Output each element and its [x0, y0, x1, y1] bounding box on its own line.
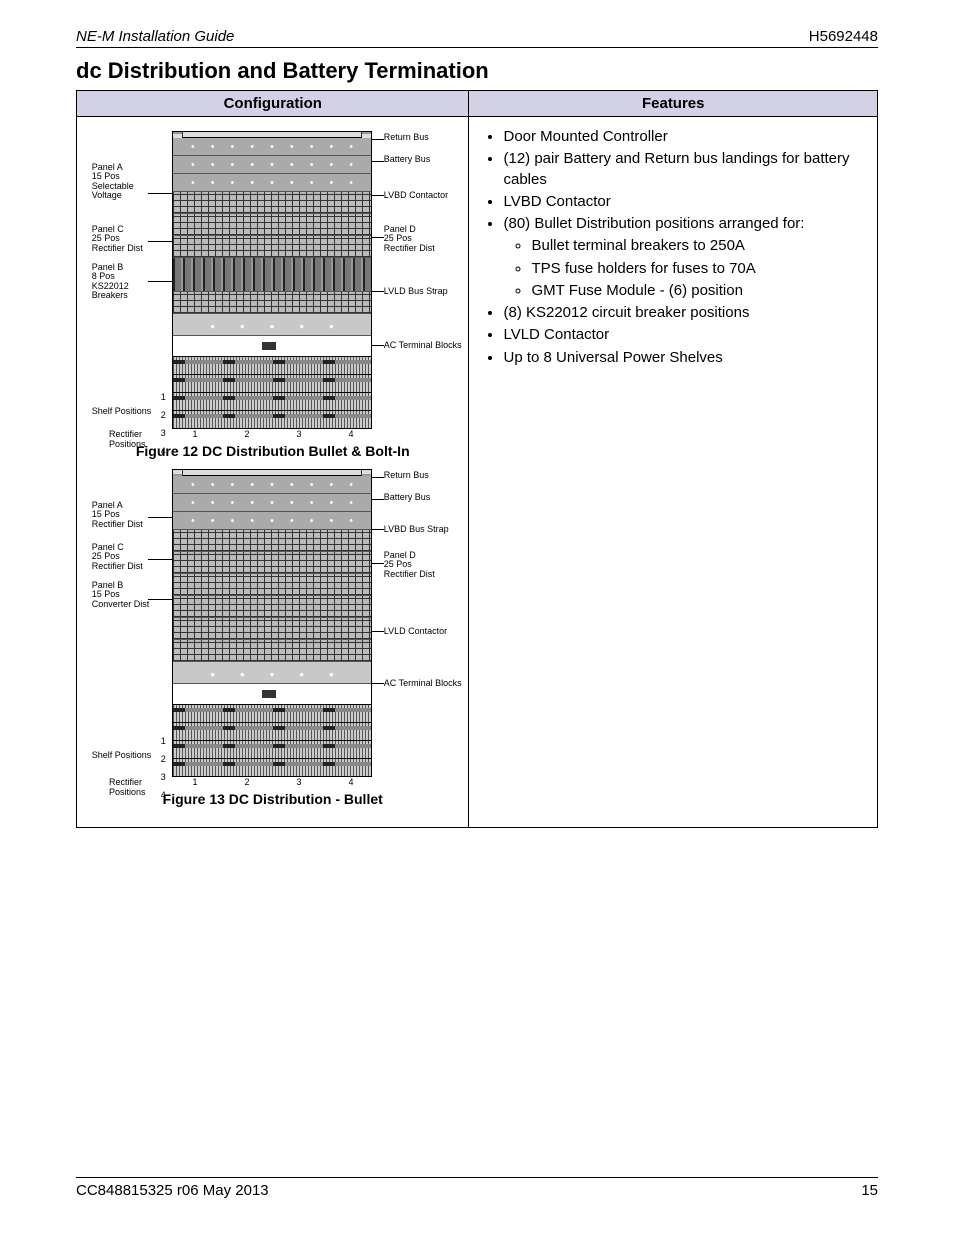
- figure-12: Panel A 15 Pos Selectable Voltage Panel …: [89, 131, 456, 459]
- callout-panel-b-2: Panel B 15 Pos Converter Dist: [92, 581, 150, 609]
- feature-subitem: GMT Fuse Module - (6) position: [531, 281, 865, 301]
- features-list: Door Mounted Controller (12) pair Batter…: [481, 127, 865, 368]
- cabinet-drawing-2: [172, 469, 372, 777]
- config-cell: Panel A 15 Pos Selectable Voltage Panel …: [77, 117, 469, 828]
- feature-item: (8) KS22012 circuit breaker positions: [503, 303, 865, 323]
- callout-lvld: LVLD Bus Strap: [384, 287, 448, 296]
- col-header-config: Configuration: [77, 91, 469, 117]
- figure-13-diagram: Panel A 15 Pos Rectifier Dist Panel C 25…: [92, 469, 454, 777]
- section-title: dc Distribution and Battery Termination: [76, 58, 878, 84]
- config-features-table: Configuration Features Panel A 15 Pos Se…: [76, 90, 878, 828]
- feature-item: Door Mounted Controller: [503, 127, 865, 147]
- figure-12-diagram: Panel A 15 Pos Selectable Voltage Panel …: [92, 131, 454, 429]
- shelf-num-2: 2: [156, 411, 166, 420]
- shelf-num-1b: 1: [156, 737, 166, 746]
- doc-title: NE-M Installation Guide: [76, 28, 234, 45]
- feature-subitem: Bullet terminal breakers to 250A: [531, 236, 865, 256]
- doc-number: H5692448: [809, 28, 878, 45]
- callout-ac-terminal-2: AC Terminal Blocks: [384, 679, 462, 688]
- callout-panel-b: Panel B 8 Pos KS22012 Breakers: [92, 263, 129, 301]
- callout-panel-c-2: Panel C 25 Pos Rectifier Dist: [92, 543, 143, 571]
- feature-item: (80) Bullet Distribution positions arran…: [503, 214, 865, 301]
- callout-lvbd-strap: LVBD Bus Strap: [384, 525, 449, 534]
- col-header-features: Features: [469, 91, 878, 117]
- shelf-num-2b: 2: [156, 755, 166, 764]
- callout-battery-bus-2: Battery Bus: [384, 493, 431, 502]
- feature-item: LVLD Contactor: [503, 325, 865, 345]
- callout-battery-bus: Battery Bus: [384, 155, 431, 164]
- feature-item-text: (80) Bullet Distribution positions arran…: [503, 215, 804, 232]
- feature-subitem: TPS fuse holders for fuses to 70A: [531, 259, 865, 279]
- features-cell: Door Mounted Controller (12) pair Batter…: [469, 117, 878, 828]
- callout-lvld-contactor: LVLD Contactor: [384, 627, 447, 636]
- callout-ac-terminal: AC Terminal Blocks: [384, 341, 462, 350]
- callout-return-bus-2: Return Bus: [384, 471, 429, 480]
- shelf-positions-label-2: Shelf Positions: [92, 751, 152, 760]
- shelf-positions-label: Shelf Positions: [92, 407, 152, 416]
- running-header: NE-M Installation Guide H5692448: [76, 28, 878, 48]
- callout-return-bus: Return Bus: [384, 133, 429, 142]
- feature-item: LVBD Contactor: [503, 192, 865, 212]
- callout-panel-c: Panel C 25 Pos Rectifier Dist: [92, 225, 143, 253]
- callout-lvbd: LVBD Contactor: [384, 191, 448, 200]
- rectifier-positions-label-2: Rectifier Positions: [109, 777, 179, 797]
- cabinet-drawing-1: [172, 131, 372, 429]
- callout-panel-d: Panel D 25 Pos Rectifier Dist: [384, 225, 435, 253]
- figure-13: Panel A 15 Pos Rectifier Dist Panel C 25…: [89, 469, 456, 807]
- rectifier-positions-row-2: Rectifier Positions 1 2 3 4: [169, 777, 377, 787]
- feature-item: (12) pair Battery and Return bus landing…: [503, 149, 865, 190]
- callout-panel-a: Panel A 15 Pos Selectable Voltage: [92, 163, 134, 201]
- footer-left: CC848815325 r06 May 2013: [76, 1182, 269, 1199]
- callout-panel-a-2: Panel A 15 Pos Rectifier Dist: [92, 501, 143, 529]
- rectifier-positions-label: Rectifier Positions: [109, 429, 179, 449]
- rectifier-positions-row-1: Rectifier Positions 1 2 3 4: [169, 429, 377, 439]
- shelf-num-1: 1: [156, 393, 166, 402]
- page-number: 15: [861, 1182, 878, 1199]
- callout-panel-d-2: Panel D 25 Pos Rectifier Dist: [384, 551, 435, 579]
- feature-item: Up to 8 Universal Power Shelves: [503, 348, 865, 368]
- page-footer: CC848815325 r06 May 2013 15: [76, 1177, 878, 1199]
